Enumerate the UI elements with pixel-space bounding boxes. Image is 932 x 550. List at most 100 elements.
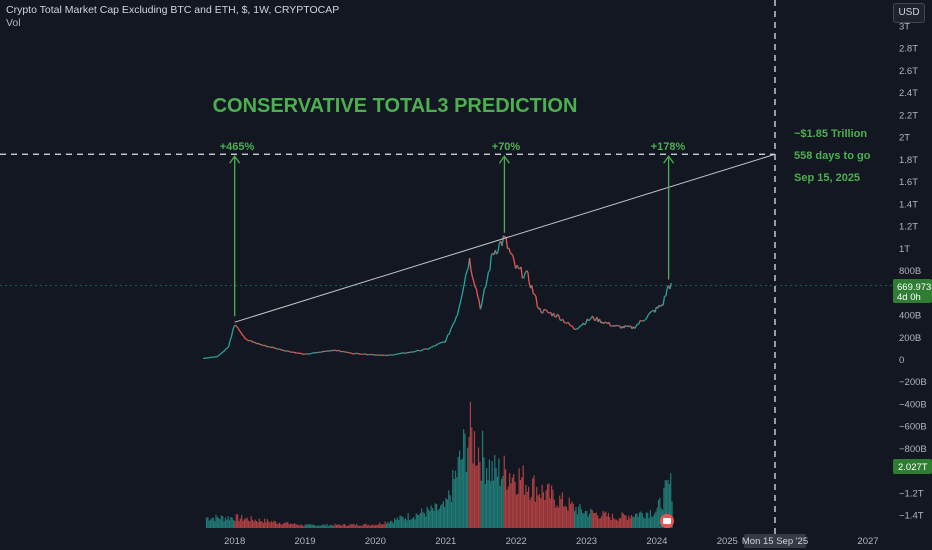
price-segment: [554, 316, 557, 318]
price-segment: [419, 349, 422, 352]
volume-bar: [584, 510, 587, 528]
volume-bar: [427, 509, 430, 528]
price-segment: [448, 329, 452, 335]
price-segment: [328, 350, 331, 352]
volume-bar: [250, 516, 252, 528]
price-segment: [332, 349, 335, 352]
volume-bar: [302, 525, 304, 528]
volume-bar: [652, 516, 654, 528]
volume-bar: [406, 520, 408, 528]
volume-bar: [280, 524, 282, 528]
volume-bar: [668, 484, 670, 528]
y-tick-label: −1.4T: [899, 511, 924, 522]
price-segment: [421, 348, 424, 351]
x-tick-label: 2024: [646, 536, 667, 547]
price-axis[interactable]: 3T 2.8T 2.6T 2.4T 2.2T 2T 1.8T 1.6T 1.4T 1.2T 1T 80…: [899, 21, 927, 521]
volume-bar: [232, 520, 235, 528]
price-segment: [592, 315, 595, 321]
price-segment: [431, 345, 434, 348]
volume-bar: [333, 525, 335, 528]
volume-bar: [634, 513, 637, 528]
volume-bar: [212, 517, 214, 528]
volume-bar: [322, 524, 324, 528]
price-segment: [335, 349, 338, 352]
volume-bar: [526, 491, 528, 528]
volume-bar: [565, 506, 568, 528]
volume-bar: [412, 517, 415, 528]
volume-bar: [254, 519, 256, 528]
volume-bar: [300, 524, 302, 528]
volume-indicator-label[interactable]: Vol: [6, 17, 21, 29]
volume-bar: [525, 484, 527, 528]
price-segment: [638, 320, 641, 325]
indicator-badge[interactable]: [660, 514, 674, 528]
price-segment: [240, 331, 243, 336]
volume-bar: [261, 521, 263, 528]
volume-bar: [349, 524, 351, 528]
volume-bar: [310, 524, 312, 528]
volume-bar: [242, 520, 244, 528]
volume-bar: [343, 523, 346, 528]
volume-bar: [404, 518, 407, 528]
price-segment: [232, 326, 235, 331]
volume-bar: [258, 518, 260, 528]
price-segment: [241, 334, 244, 337]
volume-bar: [580, 509, 582, 528]
volume-bar: [379, 522, 381, 528]
price-segment: [603, 321, 606, 325]
price-segment: [501, 235, 505, 247]
price-segment: [543, 308, 546, 311]
price-segment: [573, 328, 576, 330]
volume-bar: [211, 518, 213, 528]
volume-bar: [651, 516, 653, 528]
price-segment: [343, 350, 346, 353]
volume-bar: [380, 524, 382, 528]
price-segment: [473, 280, 476, 288]
volume-bar: [373, 525, 375, 528]
volume-bar: [358, 525, 361, 528]
price-segment: [535, 296, 538, 307]
price-segment: [470, 269, 473, 277]
price-segment: [626, 325, 629, 328]
volume-bar: [571, 501, 573, 528]
price-segment: [445, 334, 449, 339]
price-segment: [334, 349, 336, 352]
volume-bar: [630, 515, 633, 528]
volume-bar: [243, 519, 246, 528]
symbol-title[interactable]: Crypto Total Market Cap Excluding BTC an…: [6, 4, 340, 16]
volume-bar: [429, 511, 431, 528]
time-axis[interactable]: 2018 2019 2020 2021 2022 2023 2024 2025 2027: [224, 536, 878, 547]
price-segment: [450, 326, 453, 330]
price-segment: [365, 353, 368, 356]
volume-bar: [285, 522, 287, 528]
volume-bar: [446, 499, 449, 528]
volume-bar: [503, 455, 505, 528]
volume-bar: [504, 469, 507, 528]
volume-bar: [414, 519, 416, 528]
price-segment: [577, 326, 580, 329]
price-segment: [643, 319, 646, 322]
volume-bar: [506, 489, 508, 528]
volume-bar: [316, 525, 319, 528]
volume-bar: [521, 477, 523, 528]
volume-bar: [552, 489, 554, 528]
volume-bar: [293, 523, 296, 528]
price-segment: [482, 288, 486, 297]
volume-bar: [354, 525, 356, 528]
volume-bar: [331, 525, 333, 528]
volume-bar: [594, 513, 596, 528]
volume-bar: [352, 524, 354, 528]
volume-bar: [633, 517, 635, 528]
volume-bar: [228, 520, 231, 528]
price-segment: [534, 293, 537, 297]
volume-bar: [303, 525, 305, 528]
volume-bar: [402, 516, 404, 528]
volume-bar: [647, 512, 649, 528]
x-tick-label: 2021: [435, 536, 456, 547]
volume-bar: [335, 525, 338, 528]
volume-bar: [479, 462, 481, 528]
volume-bar: [527, 486, 530, 528]
volume-bar: [208, 520, 210, 528]
currency-button[interactable]: USD: [893, 3, 925, 23]
